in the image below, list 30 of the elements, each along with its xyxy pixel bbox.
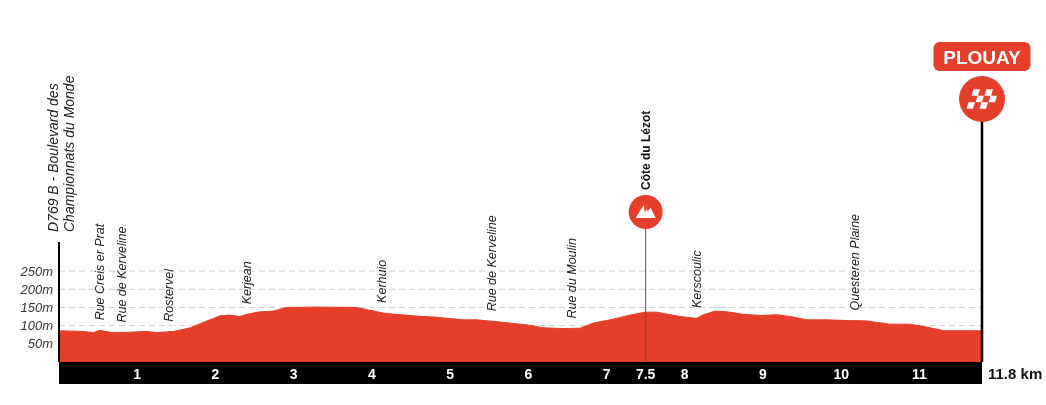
x-tick-label: 6 [524,366,533,382]
annotation: Rue de Kerveline [114,226,129,323]
annotation: Kerscoulic [690,249,705,308]
y-tick-label: 200m [19,281,54,297]
annotation: Rue Creis er Prat [92,223,107,321]
x-tick-label: 11 [912,366,928,382]
annotation: Rostervel [161,267,176,322]
y-tick-label: 250m [19,263,54,279]
x-tick-label: 1 [133,366,142,382]
ref-line-label: Côte du Lézot [638,110,653,190]
x-tick-label: 10 [833,366,850,382]
x-tick-label: 9 [759,366,768,382]
annotation: Kerjean [239,261,254,305]
annotation: Rue du Moulin [565,237,580,319]
x-tick-label: 7 [602,366,611,382]
annotation: Rue de Kerveline [484,215,499,312]
annotation: Questeren Plaine [848,213,863,311]
ref-line-label: PLOUAY [943,46,1022,68]
x-tick-label: 3 [289,366,298,382]
x-tick-label: 4 [367,366,376,382]
x-tick-label: 5 [446,366,455,382]
text: 11.8 km [988,365,1043,382]
x-tick-label: 2 [211,366,220,382]
annotation: Kerhuio [375,259,390,303]
x-tick-label: 7.5 [635,366,656,382]
y-tick-label: 50m [27,336,54,352]
y-tick-label: 150m [20,299,54,315]
y-tick-label: 100m [20,318,54,334]
x-tick-label: 8 [680,366,689,382]
text: D769 B - Boulevard des Championnats du Monde [44,75,78,232]
